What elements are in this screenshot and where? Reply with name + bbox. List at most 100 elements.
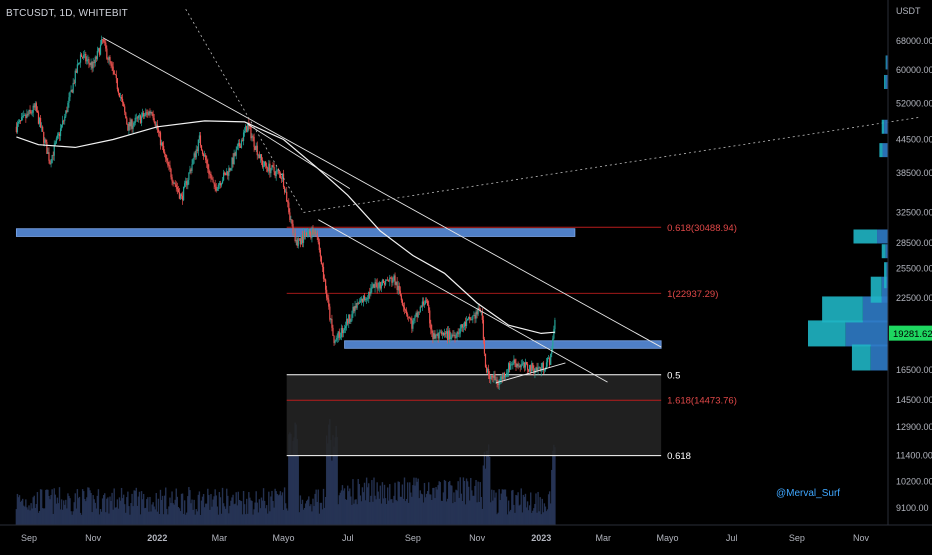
volume-bar — [149, 496, 151, 525]
candle-body — [492, 376, 494, 378]
candle-body — [164, 151, 166, 155]
volume-bar — [18, 495, 21, 525]
candle-body — [476, 311, 478, 315]
candle-body — [143, 112, 145, 117]
volume-bar — [447, 482, 450, 525]
volume-bar — [496, 514, 498, 525]
candle-body — [548, 358, 550, 360]
candle-body — [464, 321, 467, 327]
candle-body — [503, 372, 506, 378]
candle-body — [77, 63, 80, 65]
candle-body — [139, 115, 142, 123]
volume-bar — [153, 506, 155, 525]
volume-bar — [23, 505, 25, 525]
volume-bar — [32, 497, 34, 525]
volume-bar — [17, 497, 20, 525]
volume-bar — [358, 484, 360, 525]
candle-body — [18, 120, 21, 123]
volume-bar — [319, 502, 322, 525]
volume-profile-down — [884, 119, 888, 134]
volume-bar — [489, 456, 491, 525]
volume-bar — [211, 506, 213, 525]
symbol-title[interactable]: BTCUSDT, 1D, WHITEBIT — [6, 8, 128, 19]
candle-body — [383, 282, 386, 285]
candle-body — [220, 183, 223, 186]
candle-body — [530, 365, 532, 372]
candle-body — [497, 383, 499, 385]
volume-bar — [399, 496, 401, 525]
volume-bar — [475, 479, 477, 525]
volume-bar — [195, 509, 197, 525]
candle-body — [369, 291, 371, 295]
candle-body — [17, 122, 20, 124]
candle-body — [284, 186, 286, 193]
candlestick-series — [15, 35, 556, 390]
volume-bar — [446, 498, 449, 525]
candle-body — [119, 97, 122, 98]
candle-body — [221, 180, 224, 184]
candle-body — [453, 334, 455, 336]
candle-body — [176, 187, 178, 190]
candle-body — [71, 89, 73, 93]
candle-body — [270, 169, 272, 174]
candle-body — [472, 315, 474, 320]
candle-body — [252, 136, 254, 138]
author-watermark: @Merval_Surf — [776, 488, 840, 499]
candle-body — [90, 62, 92, 65]
volume-bar — [357, 479, 359, 525]
candle-body — [112, 66, 114, 71]
candle-body — [414, 315, 416, 319]
candle-body — [361, 298, 364, 302]
volume-bar — [476, 502, 478, 525]
volume-bar — [177, 506, 180, 525]
candle-body — [117, 89, 120, 93]
volume-bar — [333, 446, 335, 525]
candle-body — [63, 120, 65, 122]
candle-body — [62, 120, 64, 126]
volume-bar — [35, 504, 38, 525]
volume-bar — [396, 501, 398, 525]
volume-bar — [531, 512, 533, 525]
time-tick-label: Sep — [789, 533, 805, 543]
volume-bar — [422, 502, 425, 525]
volume-bar — [34, 507, 37, 525]
volume-bar — [313, 506, 315, 525]
candle-body — [390, 277, 392, 279]
volume-bar — [101, 498, 104, 525]
volume-bar — [340, 490, 343, 525]
volume-profile-up — [881, 244, 886, 259]
candle-body — [467, 318, 469, 321]
volume-bar — [410, 492, 412, 525]
price-tick-label: 10200.00 — [896, 477, 932, 487]
candle-body — [206, 160, 208, 164]
volume-bar — [331, 460, 333, 525]
volume-bar — [292, 440, 294, 525]
candle-body — [42, 126, 44, 132]
candle-body — [218, 183, 220, 185]
volume-bar — [484, 468, 487, 525]
volume-bar — [63, 500, 65, 525]
candle-body — [239, 146, 242, 148]
candle-body — [399, 290, 401, 296]
volume-bar — [377, 491, 379, 525]
volume-bar — [83, 491, 85, 525]
volume-bar — [54, 494, 56, 525]
volume-bar — [75, 508, 78, 525]
candle-body — [281, 173, 284, 179]
candle-body — [222, 172, 225, 181]
candle-body — [436, 333, 438, 335]
volume-bar — [395, 499, 397, 525]
candle-body — [201, 150, 204, 155]
candle-body — [185, 181, 187, 184]
volume-bar — [554, 447, 556, 525]
volume-bar — [453, 492, 455, 525]
candle-body — [439, 331, 441, 333]
volume-bar — [498, 489, 500, 525]
volume-bar — [90, 492, 92, 525]
volume-bar — [64, 504, 66, 525]
candle-body — [313, 231, 315, 235]
candle-body — [149, 111, 151, 114]
volume-bar — [323, 507, 326, 525]
